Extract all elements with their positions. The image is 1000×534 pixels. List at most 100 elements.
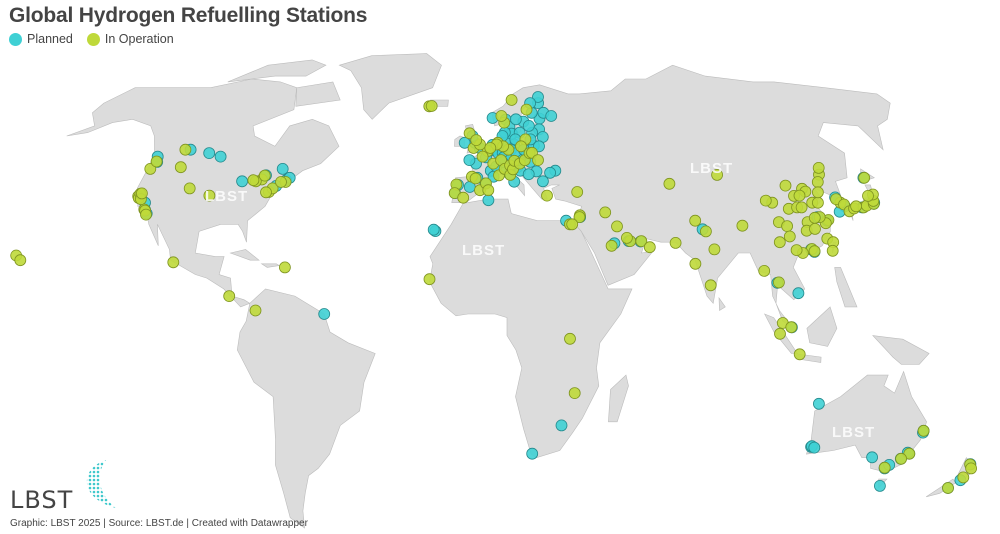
- station-in-operation-marker[interactable]: [566, 218, 579, 231]
- station-in-operation-marker[interactable]: [275, 176, 287, 188]
- station-planned-marker[interactable]: [203, 147, 216, 160]
- station-in-operation-marker[interactable]: [793, 348, 806, 361]
- station-planned-marker[interactable]: [545, 110, 558, 122]
- station-planned-marker[interactable]: [874, 479, 886, 492]
- station-in-operation-marker[interactable]: [773, 276, 785, 289]
- station-planned-marker[interactable]: [792, 287, 805, 300]
- station-in-operation-marker[interactable]: [669, 236, 682, 249]
- station-planned-marker[interactable]: [236, 175, 249, 188]
- station-in-operation-marker[interactable]: [711, 168, 723, 181]
- station-in-operation-marker[interactable]: [957, 471, 970, 484]
- station-planned-marker[interactable]: [276, 162, 289, 175]
- station-planned-marker[interactable]: [813, 397, 825, 410]
- station-in-operation-marker[interactable]: [663, 177, 676, 190]
- station-in-operation-marker[interactable]: [862, 189, 874, 202]
- station-in-operation-marker[interactable]: [758, 264, 771, 277]
- station-in-operation-marker[interactable]: [571, 186, 584, 198]
- station-in-operation-marker[interactable]: [203, 189, 216, 202]
- station-in-operation-marker[interactable]: [183, 182, 196, 195]
- station-in-operation-marker[interactable]: [599, 206, 612, 219]
- station-in-operation-marker[interactable]: [423, 273, 436, 286]
- station-in-operation-marker[interactable]: [736, 219, 749, 232]
- station-in-operation-marker[interactable]: [174, 161, 187, 174]
- station-in-operation-marker[interactable]: [809, 222, 821, 235]
- station-in-operation-marker[interactable]: [895, 452, 907, 465]
- station-in-operation-marker[interactable]: [167, 256, 180, 269]
- station-in-operation-marker[interactable]: [785, 321, 798, 334]
- station-in-operation-marker[interactable]: [812, 161, 825, 174]
- station-planned-marker[interactable]: [522, 120, 535, 132]
- station-in-operation-marker[interactable]: [759, 194, 772, 207]
- station-in-operation-marker[interactable]: [942, 482, 954, 494]
- station-in-operation-marker[interactable]: [808, 211, 821, 224]
- station-in-operation-marker[interactable]: [811, 176, 824, 188]
- station-in-operation-marker[interactable]: [965, 462, 977, 475]
- station-in-operation-marker[interactable]: [783, 230, 796, 243]
- station-in-operation-marker[interactable]: [470, 134, 483, 147]
- station-in-operation-marker[interactable]: [808, 245, 821, 258]
- station-in-operation-marker[interactable]: [14, 254, 27, 267]
- station-in-operation-marker[interactable]: [635, 235, 648, 248]
- station-in-operation-marker[interactable]: [689, 257, 702, 270]
- station-in-operation-marker[interactable]: [643, 241, 656, 254]
- station-in-operation-marker[interactable]: [795, 201, 808, 214]
- station-in-operation-marker[interactable]: [781, 220, 793, 233]
- station-planned-marker[interactable]: [510, 113, 522, 126]
- station-in-operation-marker[interactable]: [708, 243, 721, 256]
- station-planned-marker[interactable]: [427, 223, 440, 236]
- station-planned-marker[interactable]: [866, 451, 878, 464]
- station-in-operation-marker[interactable]: [495, 110, 508, 122]
- station-in-operation-marker[interactable]: [515, 140, 527, 153]
- station-in-operation-marker[interactable]: [573, 211, 586, 224]
- station-in-operation-marker[interactable]: [700, 225, 712, 238]
- station-in-operation-marker[interactable]: [611, 220, 623, 233]
- station-planned-marker[interactable]: [463, 154, 476, 167]
- station-in-operation-marker[interactable]: [689, 214, 702, 227]
- station-in-operation-marker[interactable]: [793, 189, 806, 202]
- station-in-operation-marker[interactable]: [140, 208, 152, 221]
- station-planned-marker[interactable]: [458, 136, 471, 149]
- station-in-operation-marker[interactable]: [520, 103, 533, 116]
- station-in-operation-marker[interactable]: [704, 279, 717, 292]
- station-in-operation-marker[interactable]: [605, 239, 618, 252]
- station-planned-marker[interactable]: [522, 168, 535, 181]
- station-planned-marker[interactable]: [526, 447, 539, 460]
- station-in-operation-marker[interactable]: [425, 100, 438, 112]
- station-in-operation-marker[interactable]: [179, 143, 192, 156]
- station-in-operation-marker[interactable]: [790, 244, 803, 257]
- station-planned-marker[interactable]: [318, 308, 331, 320]
- station-in-operation-marker[interactable]: [850, 200, 862, 213]
- station-in-operation-marker[interactable]: [917, 424, 930, 437]
- station-in-operation-marker[interactable]: [826, 244, 839, 257]
- station-in-operation-marker[interactable]: [774, 327, 786, 340]
- station-in-operation-marker[interactable]: [621, 231, 633, 244]
- station-planned-marker[interactable]: [214, 150, 227, 163]
- station-in-operation-marker[interactable]: [484, 142, 497, 154]
- station-in-operation-marker[interactable]: [878, 461, 891, 474]
- station-in-operation-marker[interactable]: [135, 187, 148, 200]
- station-in-operation-marker[interactable]: [505, 94, 518, 106]
- station-in-operation-marker[interactable]: [773, 236, 786, 249]
- station-in-operation-marker[interactable]: [812, 196, 824, 209]
- station-planned-marker[interactable]: [544, 166, 556, 179]
- station-planned-marker[interactable]: [808, 441, 821, 454]
- station-in-operation-marker[interactable]: [223, 290, 236, 303]
- station-in-operation-marker[interactable]: [469, 172, 482, 185]
- station-in-operation-marker[interactable]: [260, 186, 272, 199]
- station-in-operation-marker[interactable]: [482, 184, 495, 197]
- station-in-operation-marker[interactable]: [258, 169, 271, 182]
- station-in-operation-marker[interactable]: [247, 174, 260, 187]
- station-in-operation-marker[interactable]: [858, 171, 871, 184]
- station-in-operation-marker[interactable]: [150, 155, 163, 168]
- station-in-operation-marker[interactable]: [812, 186, 824, 199]
- station-in-operation-marker[interactable]: [249, 304, 262, 317]
- station-in-operation-marker[interactable]: [541, 189, 553, 202]
- station-planned-marker[interactable]: [482, 194, 495, 207]
- station-in-operation-marker[interactable]: [779, 179, 792, 192]
- station-planned-marker[interactable]: [532, 91, 544, 103]
- station-planned-marker[interactable]: [537, 175, 549, 188]
- station-in-operation-marker[interactable]: [278, 261, 291, 274]
- station-in-operation-marker[interactable]: [457, 191, 470, 204]
- station-in-operation-marker[interactable]: [476, 150, 489, 163]
- station-in-operation-marker[interactable]: [564, 332, 576, 345]
